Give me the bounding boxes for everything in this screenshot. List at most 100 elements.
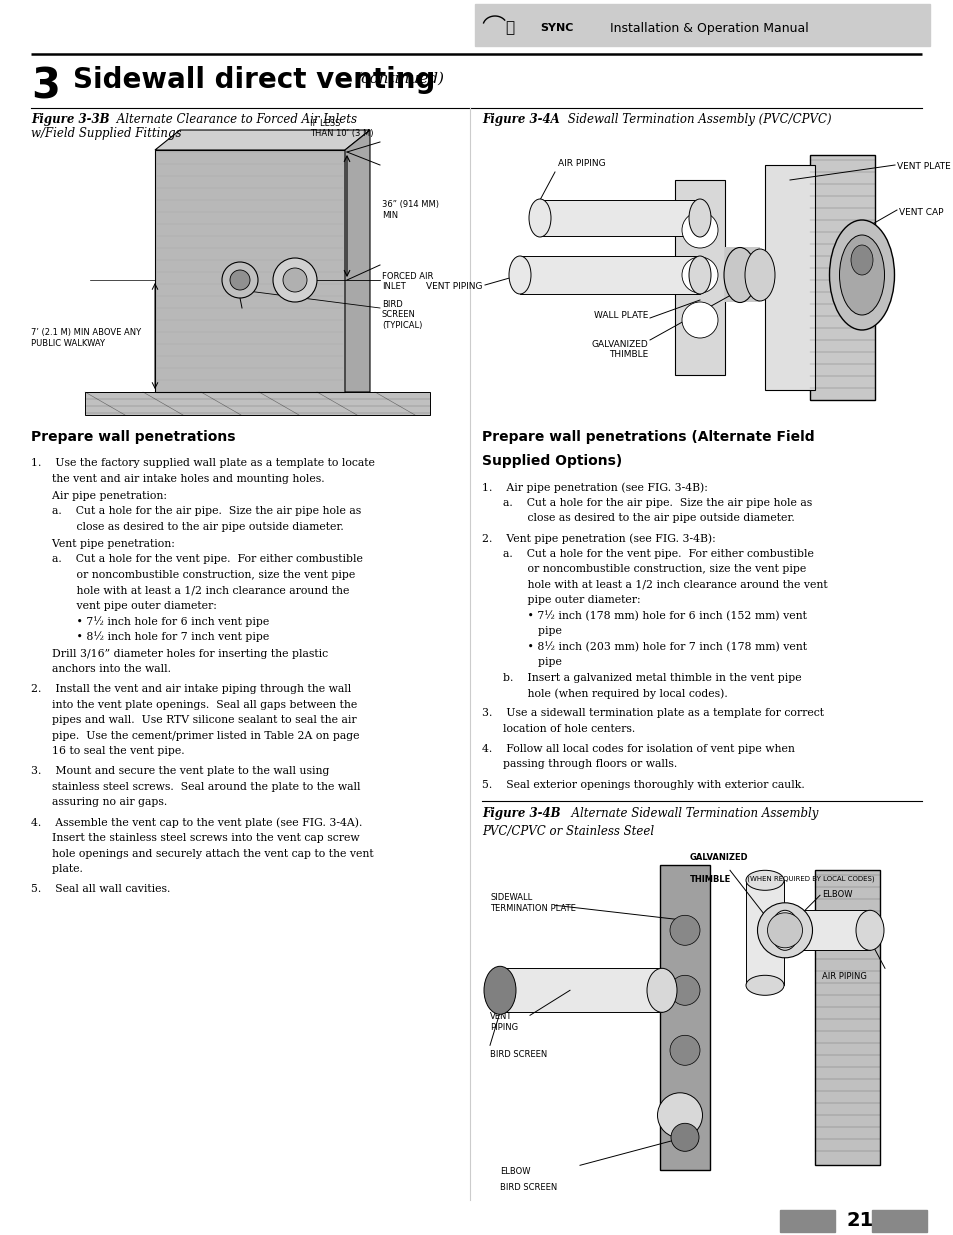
- Text: • 8½ inch hole for 7 inch vent pipe: • 8½ inch hole for 7 inch vent pipe: [30, 631, 269, 642]
- Text: 4.    Follow all local codes for isolation of vent pipe when: 4. Follow all local codes for isolation …: [481, 743, 794, 753]
- Text: 36” (914 MM)
MIN: 36” (914 MM) MIN: [381, 200, 438, 220]
- Text: Ⓢ: Ⓢ: [505, 21, 514, 36]
- Text: w/Field Supplied Fittings: w/Field Supplied Fittings: [30, 127, 181, 140]
- Text: PVC/CPVC or Stainless Steel: PVC/CPVC or Stainless Steel: [481, 825, 654, 839]
- Text: SYNC: SYNC: [539, 23, 573, 33]
- Text: vent pipe outer diameter:: vent pipe outer diameter:: [30, 600, 216, 610]
- Ellipse shape: [757, 903, 812, 958]
- Circle shape: [669, 1035, 700, 1066]
- Ellipse shape: [828, 220, 894, 330]
- Ellipse shape: [688, 199, 710, 237]
- Text: Alternate Sidewall Termination Assembly: Alternate Sidewall Termination Assembly: [563, 808, 818, 820]
- Ellipse shape: [509, 256, 531, 294]
- Text: 3: 3: [30, 65, 60, 107]
- Text: THIMBLE: THIMBLE: [689, 876, 731, 884]
- Text: • 8½ inch (203 mm) hole for 7 inch (178 mm) vent: • 8½ inch (203 mm) hole for 7 inch (178 …: [481, 642, 806, 652]
- Polygon shape: [659, 866, 709, 1170]
- Ellipse shape: [839, 235, 883, 315]
- Text: pipe: pipe: [481, 626, 561, 636]
- Text: hole with at least a 1/2 inch clearance around the: hole with at least a 1/2 inch clearance …: [30, 585, 349, 595]
- Bar: [519, 256, 700, 294]
- Text: FORCED AIR
INLET: FORCED AIR INLET: [381, 272, 433, 291]
- Text: pipe outer diameter:: pipe outer diameter:: [481, 595, 640, 605]
- Text: Figure 3-3B: Figure 3-3B: [30, 112, 110, 126]
- Text: IF LESS
THAN 10’ (3 M): IF LESS THAN 10’ (3 M): [310, 119, 374, 138]
- Text: Supplied Options): Supplied Options): [481, 454, 621, 468]
- Bar: [475, 4, 929, 46]
- Ellipse shape: [483, 966, 516, 1014]
- Text: plate.: plate.: [30, 864, 83, 874]
- Circle shape: [669, 976, 700, 1005]
- Circle shape: [222, 262, 257, 298]
- Text: 4.    Assemble the vent cap to the vent plate (see FIG. 3-4A).: 4. Assemble the vent cap to the vent pla…: [30, 818, 362, 829]
- Ellipse shape: [529, 199, 551, 237]
- Ellipse shape: [484, 968, 515, 1013]
- Text: Drill 3/16” diameter holes for inserting the plastic: Drill 3/16” diameter holes for inserting…: [30, 648, 328, 658]
- Text: • 7½ inch (178 mm) hole for 6 inch (152 mm) vent: • 7½ inch (178 mm) hole for 6 inch (152 …: [481, 610, 806, 621]
- Text: 7’ (2.1 M) MIN ABOVE ANY
PUBLIC WALKWAY: 7’ (2.1 M) MIN ABOVE ANY PUBLIC WALKWAY: [30, 329, 141, 348]
- Ellipse shape: [850, 245, 872, 275]
- Text: AIR PIPING: AIR PIPING: [558, 159, 605, 168]
- Polygon shape: [675, 180, 724, 375]
- Text: a.    Cut a hole for the vent pipe.  For either combustible: a. Cut a hole for the vent pipe. For eit…: [30, 555, 362, 564]
- Polygon shape: [345, 130, 370, 391]
- Text: BIRD
SCREEN
(TYPICAL): BIRD SCREEN (TYPICAL): [381, 300, 422, 330]
- Text: GALVANIZED
THIMBLE: GALVANIZED THIMBLE: [591, 340, 647, 359]
- Bar: [724, 247, 760, 303]
- Text: AIR PIPING: AIR PIPING: [821, 972, 866, 982]
- Text: hole (when required by local codes).: hole (when required by local codes).: [481, 688, 727, 699]
- Polygon shape: [814, 871, 879, 1165]
- Text: Vent pipe penetration:: Vent pipe penetration:: [30, 538, 174, 548]
- Text: (continued): (continued): [355, 72, 443, 86]
- Text: passing through floors or walls.: passing through floors or walls.: [481, 760, 677, 769]
- Text: close as desired to the air pipe outside diameter.: close as desired to the air pipe outside…: [30, 521, 343, 531]
- Text: stainless steel screws.  Seal around the plate to the wall: stainless steel screws. Seal around the …: [30, 782, 360, 792]
- Text: BIRD SCREEN: BIRD SCREEN: [499, 1183, 557, 1192]
- Text: Figure 3-4B: Figure 3-4B: [481, 808, 560, 820]
- Ellipse shape: [657, 1093, 701, 1137]
- Text: pipe: pipe: [481, 657, 561, 667]
- Text: ELBOW: ELBOW: [821, 890, 852, 899]
- Text: or noncombustible construction, size the vent pipe: or noncombustible construction, size the…: [481, 564, 805, 574]
- Text: hole openings and securely attach the vent cap to the vent: hole openings and securely attach the ve…: [30, 848, 374, 858]
- Text: Air pipe penetration:: Air pipe penetration:: [30, 490, 167, 500]
- Polygon shape: [154, 130, 370, 149]
- Text: a.    Cut a hole for the air pipe.  Size the air pipe hole as: a. Cut a hole for the air pipe. Size the…: [30, 506, 361, 516]
- Text: 1.    Air pipe penetration (see FIG. 3-4B):: 1. Air pipe penetration (see FIG. 3-4B):: [481, 482, 707, 493]
- Text: ELBOW: ELBOW: [499, 1167, 530, 1176]
- Ellipse shape: [770, 910, 799, 950]
- Bar: [780, 1210, 834, 1233]
- Circle shape: [273, 258, 316, 303]
- Text: Sidewall Termination Assembly (PVC/CPVC): Sidewall Termination Assembly (PVC/CPVC): [563, 112, 831, 126]
- Bar: [745, 881, 783, 986]
- Circle shape: [681, 303, 718, 338]
- Text: Insert the stainless steel screws into the vent cap screw: Insert the stainless steel screws into t…: [30, 834, 359, 844]
- Text: the vent and air intake holes and mounting holes.: the vent and air intake holes and mounti…: [30, 473, 324, 483]
- Circle shape: [669, 915, 700, 945]
- Ellipse shape: [767, 913, 801, 947]
- Text: Prepare wall penetrations (Alternate Field: Prepare wall penetrations (Alternate Fie…: [481, 430, 814, 445]
- Text: or noncombustible construction, size the vent pipe: or noncombustible construction, size the…: [30, 569, 355, 579]
- Bar: [871, 1210, 926, 1233]
- Polygon shape: [809, 156, 874, 400]
- Bar: [784, 910, 869, 950]
- Bar: [499, 968, 661, 1013]
- Text: Sidewall direct venting: Sidewall direct venting: [73, 65, 435, 94]
- Text: anchors into the wall.: anchors into the wall.: [30, 664, 171, 674]
- Text: BIRD SCREEN: BIRD SCREEN: [490, 1050, 547, 1060]
- Text: SIDEWALL
TERMINATION PLATE: SIDEWALL TERMINATION PLATE: [490, 893, 576, 913]
- Circle shape: [681, 257, 718, 293]
- Text: • 7½ inch hole for 6 inch vent pipe: • 7½ inch hole for 6 inch vent pipe: [30, 616, 269, 627]
- Polygon shape: [764, 165, 814, 390]
- Text: 2.    Install the vent and air intake piping through the wall: 2. Install the vent and air intake pipin…: [30, 684, 351, 694]
- Ellipse shape: [855, 910, 883, 950]
- Text: b.    Insert a galvanized metal thimble in the vent pipe: b. Insert a galvanized metal thimble in …: [481, 673, 801, 683]
- Ellipse shape: [723, 247, 755, 303]
- Text: into the vent plate openings.  Seal all gaps between the: into the vent plate openings. Seal all g…: [30, 700, 356, 710]
- Ellipse shape: [670, 1124, 699, 1151]
- Ellipse shape: [744, 249, 774, 301]
- Text: assuring no air gaps.: assuring no air gaps.: [30, 798, 167, 808]
- Text: 16 to seal the vent pipe.: 16 to seal the vent pipe.: [30, 746, 185, 756]
- Text: WALL PLATE: WALL PLATE: [593, 311, 647, 320]
- Polygon shape: [85, 391, 430, 415]
